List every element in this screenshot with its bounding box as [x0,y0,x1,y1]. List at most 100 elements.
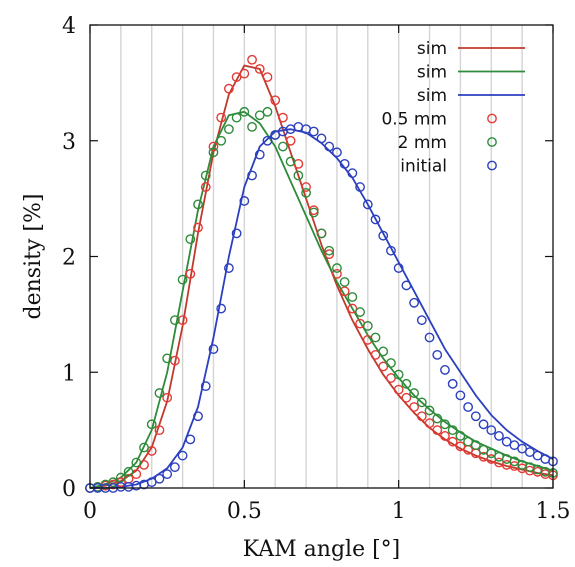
series-5-point-40 [393,263,404,273]
series-5-point-18 [223,263,234,273]
series-3-point-25 [278,112,288,123]
series-5-point-46 [440,365,450,375]
series-3-point-23 [262,72,273,82]
series-3-point-41 [401,392,412,403]
series-5-point-37 [370,214,381,225]
series-3-point-34 [347,303,358,314]
y-tick-label-2: 2 [62,246,76,271]
legend-label-2: sim [417,86,447,106]
x-axis-label: KAM angle [°] [243,537,401,562]
series-5-point-20 [239,196,250,206]
series-4-point-51 [478,444,489,455]
x-tick-label-1: 0.5 [227,499,262,524]
series-4-point-31 [324,245,335,256]
series-5-point-21 [247,170,257,181]
series-5-point-22 [254,149,265,160]
series-5-point-33 [339,158,350,169]
series-5-point-31 [324,141,335,152]
series-3-point-10 [162,392,173,403]
series-3-point-18 [223,83,234,94]
series-3-point-42 [409,402,419,412]
series-4-point-37 [370,332,381,343]
series-4-point-5 [123,466,134,477]
series-4-point-4 [115,472,126,483]
series-5-point-34 [347,168,358,179]
series-line-1 [89,110,554,489]
x-tick-label-0: 0 [83,499,97,524]
series-3-point-38 [378,361,389,372]
series-4-point-28 [301,187,311,198]
series-5-point-47 [447,378,458,389]
series-3-point-45 [432,425,443,436]
series-4-point-8 [146,419,157,430]
legend-swatch-4 [487,137,497,147]
series-4-point-55 [509,456,520,467]
series-5-point-44 [424,332,435,343]
series-5-point-15 [200,381,211,392]
series-4-point-29 [308,207,319,218]
series-5-point-52 [486,425,497,436]
series-4-point-33 [339,277,350,287]
series-4-point-40 [393,369,404,380]
series-5-point-56 [517,443,528,454]
grid-lines [120,25,523,488]
series-3-point-37 [370,349,381,360]
legend-label-5: initial [400,157,447,177]
series-5-point-53 [494,431,504,441]
series-3-point-33 [339,286,350,297]
series-4-point-44 [424,405,435,416]
series-3-point-39 [386,373,396,383]
series-4-point-17 [216,135,227,146]
series-5-point-30 [316,133,327,144]
series-4-point-50 [470,440,481,451]
series-4-point-30 [316,228,327,239]
series-4-point-6 [131,457,142,468]
series-5-point-57 [524,447,535,458]
series-5-point-49 [463,402,474,412]
series-5-point-51 [478,419,489,430]
series-4-point-34 [347,292,358,302]
y-tick-label-3: 3 [62,130,76,155]
series-4-point-16 [208,147,219,158]
series-4-point-35 [355,307,365,317]
series-4-point-21 [247,121,257,132]
series-4-point-7 [139,442,149,453]
series-line-0 [89,64,554,489]
axis-ticks [89,24,554,489]
series-5-point-10 [162,469,173,480]
series-4-point-45 [432,413,443,424]
series-5-point-8 [146,477,157,488]
series-4-point-9 [154,388,165,398]
tick-labels: 0 0.5 1 1.5 0 1 2 3 4 [62,14,571,524]
series-4-point-20 [239,106,250,117]
series-4-point-19 [231,112,242,123]
series-3-point-19 [231,72,242,82]
series-4-point-46 [440,419,450,430]
series-5-point-24 [270,130,281,140]
series-3-point-28 [301,182,311,192]
series-4-point-13 [185,234,196,245]
y-tick-label-0: 0 [62,477,76,502]
series-4-point-12 [177,274,188,285]
series-4-point-14 [193,199,203,210]
series-4-point-11 [169,315,180,326]
series-5-point-54 [501,436,512,447]
series-3-point-20 [239,68,250,79]
series-3-point-17 [216,112,227,123]
legend-label-4: 2 mm [398,133,447,153]
series-3-point-8 [146,446,157,456]
x-tick-label-2: 1 [392,499,406,524]
series-5-point-41 [401,280,412,291]
series-4-point-48 [455,431,466,441]
series-5-point-23 [262,135,273,146]
y-axis-label: density [%] [21,194,46,320]
y-tick-label-4: 4 [62,14,76,39]
series-3-point-21 [247,54,257,65]
series-5-point-14 [193,411,203,422]
series-4-point-25 [278,141,288,152]
legend-swatch-3 [487,113,497,124]
series-5-point-19 [231,228,242,239]
series-3-point-31 [324,249,335,260]
series-5-point-38 [378,230,389,241]
